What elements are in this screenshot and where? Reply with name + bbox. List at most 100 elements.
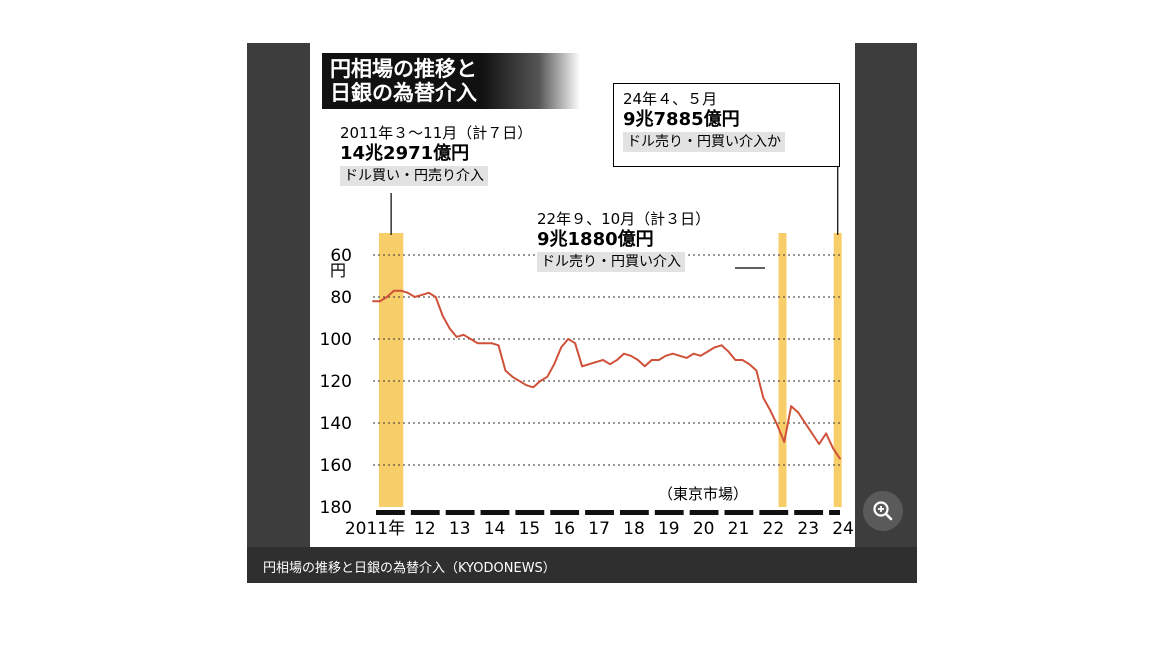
y-tick-label: 160 (320, 456, 352, 476)
y-tick-label: 140 (320, 414, 352, 434)
data-point (748, 363, 751, 366)
y-tick-label: 80 (330, 288, 352, 308)
x-tick-label: 22 (763, 519, 785, 539)
annotation-2024: 24年４、５月 9兆7885億円 ドル売り・円買い介入か (623, 89, 785, 152)
data-point (581, 365, 584, 368)
intervention-band (378, 233, 404, 507)
annotation-2011: 2011年３～11月（計７日） 14兆2971億円 ドル買い・円売り介入 (340, 123, 532, 186)
source-note: （東京市場） (658, 485, 749, 503)
x-axis-segment (445, 510, 475, 515)
image-frame: 60 80 100 120 140 160 180 円 2011年 12 13 14 15 16 17 18 1… (247, 43, 917, 583)
data-point (595, 361, 597, 363)
x-axis-segment (829, 510, 840, 515)
x-tick-label: 12 (414, 519, 436, 539)
data-point (476, 342, 479, 345)
x-axis-segment (654, 510, 684, 515)
data-point (839, 457, 841, 460)
data-point (755, 369, 758, 372)
data-point (393, 289, 395, 292)
data-point (636, 359, 639, 361)
data-point (504, 369, 507, 372)
data-point (511, 375, 514, 378)
x-axis-segment (619, 510, 649, 515)
data-point (469, 338, 472, 340)
x-axis-segment (794, 510, 824, 515)
chart-figure: 60 80 100 120 140 160 180 円 2011年 12 13 14 15 16 17 18 1… (310, 43, 855, 547)
data-point (685, 357, 688, 359)
x-tick-label: 24 (832, 519, 854, 539)
x-tick-label: 13 (449, 519, 471, 539)
annotation-2024-period: 24年４、５月 (623, 90, 718, 108)
data-point (372, 300, 374, 303)
data-point (490, 342, 493, 345)
data-point (832, 447, 834, 450)
data-point (553, 363, 556, 366)
data-point (574, 342, 577, 345)
data-point (560, 346, 563, 349)
x-tick-label: 17 (588, 519, 610, 539)
x-tick-label: 14 (484, 519, 506, 539)
data-point (616, 359, 618, 361)
data-point (532, 386, 535, 389)
data-point (567, 338, 570, 340)
data-point (462, 333, 465, 336)
image-caption: 円相場の推移と日銀の為替介入（KYODONEWS） (263, 561, 556, 576)
x-tick-label: 2011年 (345, 519, 405, 539)
y-tick-label: 180 (320, 498, 352, 518)
series-line (373, 289, 841, 460)
data-point (825, 432, 827, 435)
yen-rate-chart: 60 80 100 120 140 160 180 円 2011年 12 13 14 15 16 17 18 1… (320, 167, 854, 539)
data-point (776, 424, 779, 426)
zoom-button[interactable] (863, 491, 903, 531)
data-point (623, 352, 625, 355)
annotation-2022-amount: 9兆1880億円 (537, 229, 654, 250)
x-tick-label: 21 (728, 519, 750, 539)
intervention-band (833, 233, 842, 507)
x-axis-segment (689, 510, 719, 515)
data-point (379, 300, 381, 303)
x-axis-segment (480, 510, 510, 515)
data-point (692, 352, 695, 355)
data-point (441, 315, 444, 317)
data-point (727, 350, 730, 353)
data-point (518, 380, 521, 382)
data-point (427, 291, 430, 294)
x-tick-label: 15 (519, 519, 541, 539)
data-point (420, 294, 423, 296)
chart-title-line2: 日銀の為替介入 (330, 81, 477, 105)
data-point (671, 352, 674, 355)
data-point (678, 354, 681, 357)
data-point (413, 296, 416, 298)
data-point (657, 359, 660, 361)
intervention-band (778, 233, 787, 507)
data-point (699, 354, 702, 357)
data-point (769, 409, 772, 412)
x-axis-segment (376, 510, 405, 515)
annotation-2011-period: 2011年３～11月（計７日） (340, 124, 533, 142)
data-point (406, 291, 409, 294)
data-point (455, 336, 458, 338)
data-point (790, 405, 793, 408)
chart-title-box: 円相場の推移と 日銀の為替介入 (322, 53, 580, 109)
annotation-2022-period: 22年９、10月（計３日） (537, 210, 711, 228)
data-point (497, 344, 500, 347)
annotation-2022-type: ドル売り・円買い介入 (537, 252, 685, 272)
data-point (399, 289, 402, 292)
y-tick-label: 100 (320, 330, 352, 350)
x-axis-segment (759, 510, 789, 515)
annotation-2011-type: ドル買い・円売り介入 (340, 166, 488, 186)
x-axis-segment (585, 510, 614, 515)
data-point (434, 296, 437, 298)
x-axis-segment (724, 510, 754, 515)
x-axis-segment (410, 510, 440, 515)
data-point (386, 296, 388, 298)
x-tick-label: 18 (623, 519, 645, 539)
data-point (818, 443, 820, 445)
zoom-in-icon (873, 501, 893, 521)
data-point (804, 422, 807, 424)
x-axis-segment (515, 510, 545, 515)
data-point (713, 346, 716, 349)
caption-bar: 円相場の推移と日銀の為替介入（KYODONEWS） (247, 547, 917, 583)
y-tick-label: 120 (320, 372, 352, 392)
x-tick-label: 23 (797, 519, 819, 539)
